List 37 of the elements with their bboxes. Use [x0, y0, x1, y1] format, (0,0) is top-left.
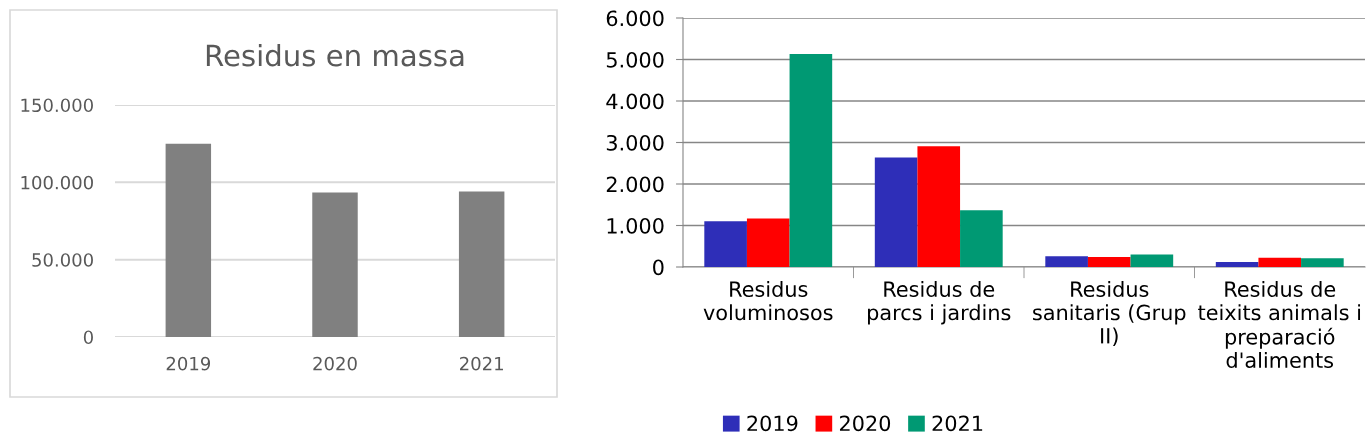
x-tick-label: Residus de parcs i jardins: [868, 280, 1011, 325]
y-tick-label: 2.000: [606, 176, 664, 193]
bar: [1087, 257, 1131, 267]
bar: [1045, 256, 1088, 267]
y-tick-label: 0: [83, 330, 93, 345]
x-tick-label: Residus voluminosos: [703, 280, 833, 321]
bar: [1215, 262, 1259, 267]
bar: [960, 210, 1003, 267]
y-tick-label: 1.000: [607, 217, 664, 234]
y-tick-label: 150.000: [21, 98, 93, 113]
y-tick-label: 50.000: [32, 253, 93, 267]
legend-label: 2021: [932, 415, 983, 432]
y-tick-label: 4.000: [606, 93, 664, 110]
bar: [312, 192, 358, 337]
y-tick-label: 0: [653, 259, 664, 276]
bar: [789, 54, 833, 267]
bar: [458, 191, 505, 337]
x-tick-label: 2021: [460, 356, 503, 371]
y-tick-label: 6.000: [606, 10, 664, 27]
bar: [1301, 258, 1344, 267]
bar: [917, 146, 961, 267]
legend-label: 2020: [839, 415, 891, 432]
y-tick-label: 100.000: [21, 175, 93, 190]
y-tick-label: 5.000: [606, 51, 664, 68]
bar: [1130, 254, 1174, 267]
x-tick-label: Residus sanitaris (Grup II): [1033, 280, 1186, 347]
bar: [1258, 257, 1302, 267]
x-tick-label: 2020: [313, 356, 357, 371]
y-tick-label: 3.000: [606, 134, 664, 151]
bar: [746, 218, 790, 267]
bar: [874, 157, 918, 267]
x-tick-label: 2019: [166, 356, 211, 371]
legend-label: 2019: [747, 415, 798, 432]
x-tick-label: Residus de teixits animals i preparació d'aliments: [1198, 280, 1360, 368]
bar: [165, 143, 212, 337]
bar: [704, 221, 747, 267]
chart-title: Residus en massa: [206, 43, 464, 67]
